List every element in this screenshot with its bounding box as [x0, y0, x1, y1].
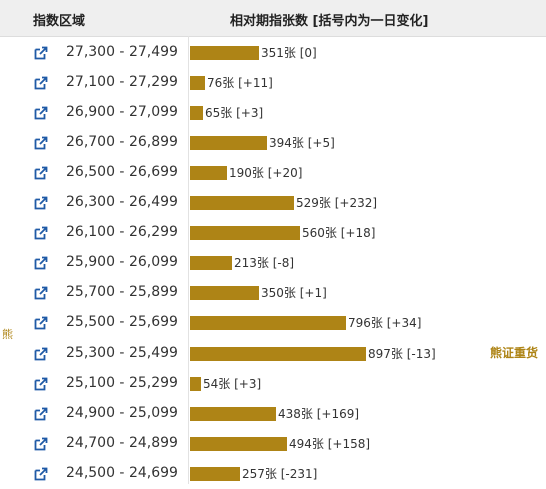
external-link-icon[interactable] — [34, 286, 48, 300]
external-link-icon[interactable] — [34, 256, 48, 270]
external-link-icon[interactable] — [34, 226, 48, 240]
table-row: 27,300 - 27,499 351张 [0] — [0, 38, 546, 68]
table-row: 26,100 - 26,299 560张 [+18] — [0, 218, 546, 248]
bar — [190, 226, 300, 241]
bar — [190, 46, 259, 60]
bar — [190, 76, 205, 91]
bar-value-label: 897张 [-13] — [368, 346, 436, 361]
external-link-icon[interactable] — [34, 106, 48, 120]
table-row: 25,500 - 25,699 796张 [+34] — [0, 308, 546, 338]
bar-value-label: 213张 [-8] — [234, 256, 295, 271]
bear-side-label: 熊 — [2, 328, 13, 341]
index-range-label: 26,100 - 26,299 — [66, 224, 178, 241]
column-divider — [188, 36, 189, 484]
table-row: 25,700 - 25,899 350张 [+1] — [0, 278, 546, 308]
bar — [190, 466, 240, 481]
index-range-label: 26,300 - 26,499 — [66, 194, 178, 211]
bar — [190, 316, 346, 331]
external-link-icon[interactable] — [34, 437, 48, 451]
bar-value-label: 76张 [+11] — [207, 76, 273, 91]
external-link-icon[interactable] — [34, 377, 48, 391]
bar-value-label: 394张 [+5] — [269, 136, 335, 151]
bar — [190, 136, 267, 151]
bar-value-label: 54张 [+3] — [203, 376, 262, 391]
table-row: 27,100 - 27,299 76张 [+11] — [0, 68, 546, 98]
bar — [190, 196, 294, 211]
bar-value-label: 351张 [0] — [261, 46, 317, 60]
table-header: 指数区域 相对期指张数 [括号内为一日变化] — [0, 0, 546, 37]
external-link-icon[interactable] — [34, 407, 48, 421]
bar-value-label: 494张 [+158] — [289, 436, 371, 451]
table-row: 25,900 - 26,099 213张 [-8] — [0, 248, 546, 278]
bar-value-label: 350张 [+1] — [261, 286, 327, 301]
bar — [190, 106, 203, 121]
bar-value-label: 560张 [+18] — [302, 226, 376, 241]
index-range-label: 25,300 - 25,499 — [66, 344, 178, 361]
external-link-icon[interactable] — [34, 136, 48, 150]
bar-value-label: 257张 [-231] — [242, 466, 318, 481]
bar-value-label: 529张 [+232] — [296, 196, 378, 211]
index-range-label: 26,700 - 26,899 — [66, 134, 178, 151]
index-range-label: 25,900 - 26,099 — [66, 254, 178, 271]
bar — [190, 406, 276, 421]
external-link-icon[interactable] — [34, 76, 48, 90]
index-range-label: 25,100 - 25,299 — [66, 374, 178, 391]
bar — [190, 436, 287, 451]
index-range-label: 26,500 - 26,699 — [66, 164, 178, 181]
external-link-icon[interactable] — [34, 347, 48, 361]
index-range-label: 24,900 - 25,099 — [66, 404, 178, 421]
external-link-icon[interactable] — [34, 46, 48, 60]
table-row: 25,300 - 25,499 897张 [-13] — [0, 339, 546, 369]
table-row: 26,300 - 26,499 529张 [+232] — [0, 188, 546, 218]
index-range-label: 27,300 - 27,499 — [66, 44, 178, 60]
index-range-label: 25,500 - 25,699 — [66, 314, 178, 331]
bar-value-label: 65张 [+3] — [205, 106, 264, 121]
index-range-label: 27,100 - 27,299 — [66, 74, 178, 91]
index-range-label: 26,900 - 27,099 — [66, 104, 178, 121]
bar — [190, 346, 366, 361]
table-row: 25,100 - 25,299 54张 [+3] — [0, 369, 546, 399]
external-link-icon[interactable] — [34, 467, 48, 481]
range-column-header: 指数区域 — [33, 14, 86, 29]
bar — [190, 286, 259, 301]
table-row: 26,900 - 27,099 65张 [+3] — [0, 98, 546, 128]
external-link-icon[interactable] — [34, 166, 48, 180]
table-row: 26,700 - 26,899 394张 [+5] — [0, 128, 546, 158]
bar-value-label: 438张 [+169] — [278, 406, 360, 421]
bear-heavy-cargo-label: 熊证重货 — [490, 346, 539, 360]
external-link-icon[interactable] — [34, 196, 48, 210]
table-row: 24,500 - 24,699 257张 [-231] — [0, 459, 546, 489]
index-range-label: 24,700 - 24,899 — [66, 434, 178, 451]
bar-value-label: 190张 [+20] — [229, 166, 303, 181]
table-row: 26,500 - 26,699 190张 [+20] — [0, 158, 546, 188]
table-row: 24,900 - 25,099 438张 [+169] — [0, 399, 546, 429]
index-range-label: 25,700 - 25,899 — [66, 284, 178, 301]
bar — [190, 256, 232, 271]
bar — [190, 166, 227, 181]
bar — [190, 376, 201, 391]
external-link-icon[interactable] — [34, 316, 48, 330]
chart-column-header: 相对期指张数 [括号内为一日变化] — [230, 14, 429, 29]
bar-value-label: 796张 [+34] — [348, 316, 422, 331]
index-range-label: 24,500 - 24,699 — [66, 464, 178, 481]
table-row: 24,700 - 24,899 494张 [+158] — [0, 429, 546, 459]
